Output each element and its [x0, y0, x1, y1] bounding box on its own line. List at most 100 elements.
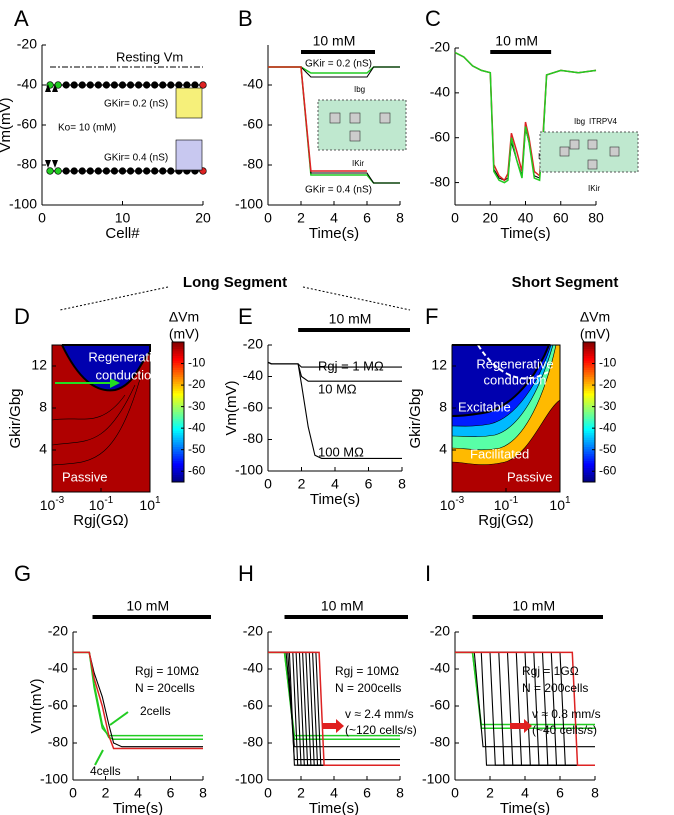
colorbar-cell	[172, 433, 184, 436]
y-tick-label: -20	[48, 623, 68, 639]
colorbar-cell	[583, 414, 595, 418]
colorbar-label: -50	[599, 442, 617, 456]
contour	[451, 344, 554, 437]
colorbar-cell	[172, 344, 184, 348]
colorbar-cell	[172, 423, 184, 427]
heading: Long Segment	[183, 274, 287, 291]
colorbar-label: -40	[188, 420, 206, 434]
x-tick-label: 10-3	[40, 495, 65, 513]
y-tick-label: -20	[430, 623, 450, 639]
stimulus-label: 10 mM	[495, 33, 538, 49]
inset	[175, 139, 203, 171]
x-tick-label: 101	[139, 495, 161, 513]
colorbar-cell	[172, 370, 184, 373]
channel	[349, 130, 361, 142]
stimulus-label: 10 mM	[126, 598, 169, 614]
colorbar-cell	[583, 461, 595, 464]
colorbar-cell	[172, 400, 184, 404]
annotation: Rgj = 1 MΩ	[318, 358, 384, 373]
colorbar-cell	[172, 426, 184, 429]
colorbar-cell	[172, 342, 184, 345]
x-tick-label: 8	[591, 785, 599, 801]
x-axis-label: Time(s)	[500, 225, 550, 242]
y-tick-label: -100	[40, 771, 68, 787]
y-tick-label: 8	[439, 399, 447, 415]
y-tick-label: -20	[430, 39, 450, 55]
colorbar-label: -30	[188, 399, 206, 413]
annotation: 4cells	[90, 764, 121, 778]
colorbar-cell	[583, 360, 595, 364]
colorbar-cell	[583, 470, 595, 474]
annotation: 100 MΩ	[318, 444, 364, 459]
colorbar-cell	[172, 356, 184, 359]
stimulus-label: 10 mM	[329, 311, 372, 327]
colorbar-cell	[583, 416, 595, 420]
annotation: IKir	[588, 184, 600, 193]
colorbar-cell	[583, 442, 595, 446]
contour	[51, 371, 143, 466]
y-tick-label: 12	[31, 357, 47, 373]
x-axis-label: Time(s)	[310, 491, 360, 508]
stimulus-label: 10 mM	[313, 33, 356, 49]
colorbar-cell	[172, 405, 184, 408]
annotation: 2cells	[140, 704, 171, 718]
colorbar-cell	[172, 398, 184, 401]
x-tick-label: 40	[518, 210, 534, 226]
x-tick-label: 2	[486, 785, 494, 801]
colorbar-cell	[583, 475, 595, 478]
colorbar-cell	[172, 463, 184, 467]
colorbar-cell	[583, 430, 595, 434]
colorbar-cell	[172, 468, 184, 471]
contour	[61, 344, 151, 392]
colorbar-cell	[583, 402, 595, 406]
y-tick-label: -60	[48, 697, 68, 713]
colorbar-cell	[583, 393, 595, 397]
x-tick-label: 4	[331, 476, 339, 492]
colorbar-cell	[172, 437, 184, 441]
colorbar-cell	[172, 358, 184, 362]
y-tick-label: -100	[9, 196, 37, 212]
annotation: Ko= 10 (mM)	[58, 123, 116, 134]
colorbar-cell	[172, 435, 184, 439]
colorbar-cell	[583, 349, 595, 352]
y-tick-label: 4	[39, 441, 47, 457]
annotation: conduction	[96, 367, 159, 382]
stimulus-label: 10 mM	[512, 598, 555, 614]
point	[54, 167, 62, 175]
colorbar-frame	[582, 341, 596, 483]
colorbar-cell	[172, 412, 184, 415]
annotation: GKir= 0.2 (nS)	[104, 99, 168, 110]
annotation: N = 200cells	[335, 681, 401, 695]
y-tick-label: -40	[48, 660, 68, 676]
colorbar-cell	[172, 416, 184, 420]
line	[73, 651, 203, 750]
colorbar-cell	[172, 472, 184, 476]
inset	[175, 87, 203, 119]
colorbar-cell	[583, 353, 595, 357]
x-tick-label: 0	[264, 476, 272, 492]
colorbar-cell	[583, 381, 595, 385]
colorbar-cell	[172, 470, 184, 474]
colorbar-cell	[583, 449, 595, 453]
cell-schematic	[317, 99, 407, 151]
colorbar-cell	[172, 384, 184, 387]
threshold-line	[477, 344, 549, 380]
contour	[451, 344, 551, 417]
x-tick-label: 80	[588, 210, 604, 226]
contour	[51, 394, 126, 421]
colorbar-cell	[172, 440, 184, 443]
colorbar-cell	[583, 458, 595, 462]
x-tick-label: 8	[396, 785, 404, 801]
colorbar-cell	[583, 374, 595, 378]
annotation: GKir = 0.2 (nS)	[305, 59, 372, 70]
contour	[51, 384, 136, 446]
colorbar-cell	[172, 477, 184, 481]
x-tick-label: 6	[167, 785, 175, 801]
annotation: Rgj = 10MΩ	[135, 664, 199, 678]
colorbar-cell	[583, 444, 595, 448]
y-tick-label: -100	[422, 771, 450, 787]
contour	[451, 344, 557, 451]
colorbar-label: -60	[188, 463, 206, 477]
x-axis-label: Time(s)	[113, 800, 163, 815]
panel-letter: B	[238, 6, 253, 31]
